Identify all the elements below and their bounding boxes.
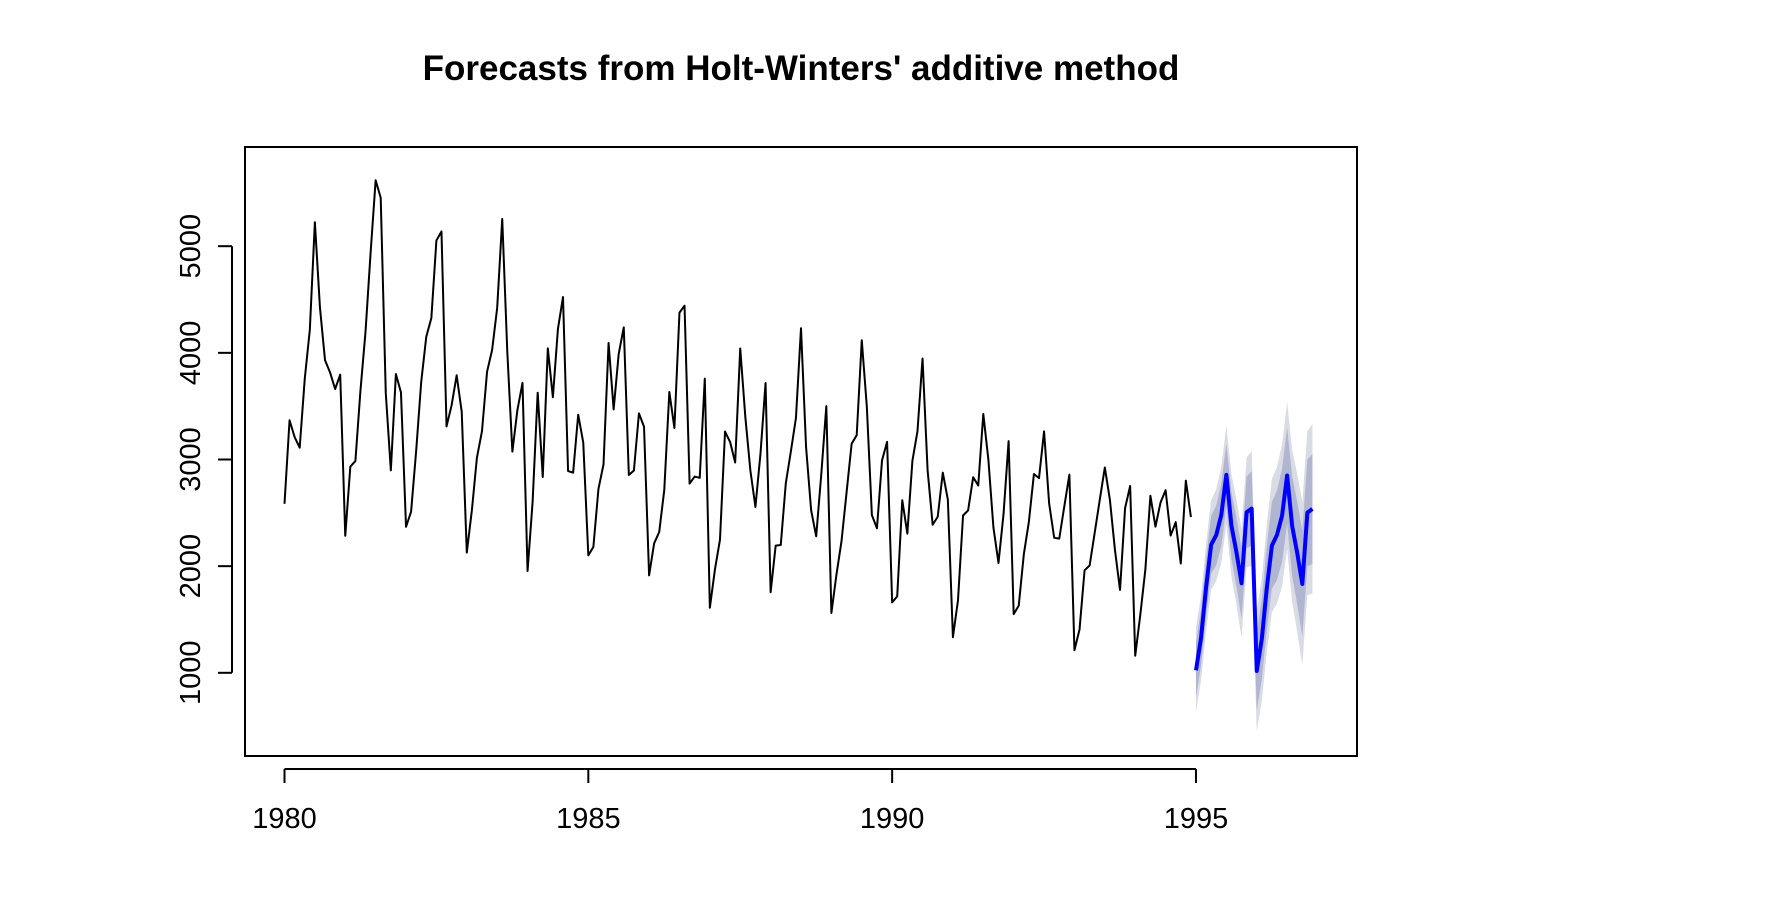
- x-tick-label: 1980: [252, 803, 317, 835]
- y-tick-label: 4000: [175, 321, 207, 386]
- y-tick-label: 5000: [175, 214, 207, 279]
- x-tick-label: 1995: [1164, 803, 1229, 835]
- x-tick-label: 1990: [860, 803, 925, 835]
- y-axis: 1000 2000 3000 4000 5000: [175, 214, 233, 706]
- series-lines: [283, 179, 1314, 673]
- x-tick-label: 1985: [556, 803, 621, 835]
- y-tick-label: 3000: [175, 427, 207, 492]
- y-tick-label: 2000: [175, 534, 207, 599]
- chart-title: Forecasts from Holt-Winters' additive me…: [423, 49, 1180, 88]
- y-tick-label: 1000: [175, 641, 207, 706]
- forecast-line: [1193, 472, 1314, 673]
- plot-frame: [244, 146, 1358, 757]
- history-line: [283, 179, 1192, 657]
- x-axis: 1980 1985 1990 1995: [252, 768, 1229, 835]
